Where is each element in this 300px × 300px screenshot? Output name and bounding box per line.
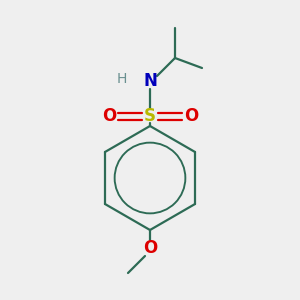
Text: S: S <box>144 107 156 125</box>
Text: N: N <box>143 72 157 90</box>
Text: H: H <box>117 72 127 86</box>
Text: O: O <box>102 107 116 125</box>
Text: O: O <box>143 239 157 257</box>
Text: O: O <box>184 107 198 125</box>
